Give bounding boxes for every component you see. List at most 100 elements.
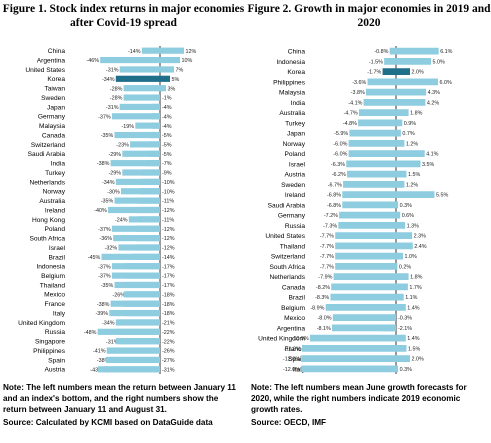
bar-right-series — [140, 178, 160, 185]
category-label: Taiwan — [44, 86, 65, 93]
category-label: United Kingdom — [258, 336, 305, 343]
category-label: Japan — [47, 104, 65, 111]
bar-right-series — [396, 129, 401, 137]
data-label: -9% — [162, 171, 172, 177]
bar-left-series — [101, 253, 160, 260]
figure-1-title: Figure 1. Stock index returns in major e… — [2, 3, 245, 29]
bar-left-series — [339, 211, 396, 219]
category-label: United Kingdom — [18, 320, 65, 327]
data-label: 4.3% — [428, 90, 440, 96]
bar-left-series — [346, 160, 396, 168]
category-label: Austria — [44, 367, 65, 374]
data-label: -43% — [90, 367, 103, 373]
data-label: -34% — [102, 77, 115, 83]
bar-right-series — [126, 263, 160, 270]
bar-right-series — [396, 109, 409, 117]
data-label: 0.3% — [400, 203, 412, 209]
data-label: -1.7% — [367, 70, 381, 76]
data-label: -31% — [106, 105, 119, 111]
bar-right-series — [138, 197, 160, 204]
data-label: -24% — [115, 217, 128, 223]
data-label: -4.7% — [344, 111, 358, 117]
bar-right-series — [160, 66, 174, 73]
data-label: -29% — [109, 152, 122, 158]
bar-left-series — [108, 206, 160, 214]
data-label: -37% — [98, 114, 111, 120]
category-label: India — [51, 161, 66, 168]
bar-left-series — [342, 201, 396, 209]
data-label: -2.1% — [398, 326, 412, 332]
bar-left-series — [343, 180, 396, 188]
bar-right-series — [160, 85, 166, 92]
data-label: -10.9% — [292, 336, 309, 342]
bar-right-series — [381, 324, 396, 332]
bar-right-series — [124, 300, 160, 307]
bar-left-series — [119, 103, 160, 111]
category-label: Philippines — [33, 348, 66, 355]
bar-left-series — [135, 122, 160, 129]
bar-left-series — [367, 78, 396, 86]
data-label: -22% — [162, 330, 175, 336]
data-label: 0.3% — [400, 367, 412, 373]
category-label: Belgium — [281, 305, 305, 312]
data-label: -1.5% — [369, 59, 383, 65]
data-label: -18% — [162, 292, 175, 298]
data-label: -4% — [162, 114, 172, 120]
bar-left-series — [349, 129, 396, 137]
category-label: United States — [265, 233, 305, 240]
bar-right-series — [116, 328, 160, 335]
category-label: Japan — [287, 131, 305, 138]
data-label: -4.8% — [343, 121, 357, 127]
bar-right-series — [160, 47, 184, 54]
data-label: -17% — [162, 283, 175, 289]
data-label: 0.2% — [399, 264, 411, 270]
category-label: Ireland — [285, 192, 305, 199]
data-label: 1.8% — [410, 111, 422, 117]
data-label: -5% — [162, 143, 172, 149]
bar-right-series — [396, 201, 399, 209]
data-label: -6.2% — [332, 172, 346, 178]
bar-right-series — [396, 47, 439, 55]
bar-left-series — [338, 221, 396, 229]
bar-right-series — [116, 338, 160, 345]
bar-right-series — [396, 170, 407, 178]
data-label: 5.0% — [433, 59, 445, 65]
category-label: Indonesia — [276, 59, 305, 66]
category-label: Turkey — [45, 170, 66, 177]
data-label: -46% — [86, 58, 99, 64]
data-label: -12.0% — [283, 367, 300, 373]
bar-left-series — [119, 66, 160, 73]
bar-right-series — [118, 319, 160, 326]
bar-left-series — [123, 94, 160, 101]
bar-left-series — [389, 47, 396, 55]
category-label: Poland — [284, 151, 305, 158]
data-label: 0.6% — [402, 213, 414, 219]
category-label: Italy — [293, 366, 306, 373]
data-label: -6.8% — [327, 203, 341, 209]
bar-right-series — [136, 206, 160, 214]
data-label: -17% — [162, 264, 175, 270]
bar-right-series — [396, 98, 426, 106]
bar-right-series — [396, 232, 413, 240]
data-label: -28% — [110, 96, 123, 102]
category-label: Canada — [42, 132, 65, 139]
category-label: Thailand — [280, 243, 306, 250]
data-label: 1.8% — [410, 275, 422, 281]
bar-left-series — [141, 47, 160, 54]
data-label: -7.3% — [323, 223, 337, 229]
data-label: -35% — [101, 199, 114, 205]
bar-right-series — [152, 103, 160, 111]
category-label: Spain — [48, 357, 65, 364]
bar-left-series — [122, 169, 160, 176]
data-label: 2.0% — [412, 357, 424, 363]
category-label: Philippines — [273, 79, 306, 86]
data-label: 6.0% — [440, 80, 452, 86]
bar-right-series — [160, 56, 180, 64]
bar-left-series — [358, 109, 396, 117]
bar-right-series — [136, 244, 160, 251]
bar-right-series — [396, 150, 425, 158]
data-label: -12% — [162, 227, 175, 233]
bar-left-series — [301, 355, 396, 363]
category-label: Saudi Arabia — [268, 202, 306, 209]
data-label: -4% — [162, 124, 172, 130]
